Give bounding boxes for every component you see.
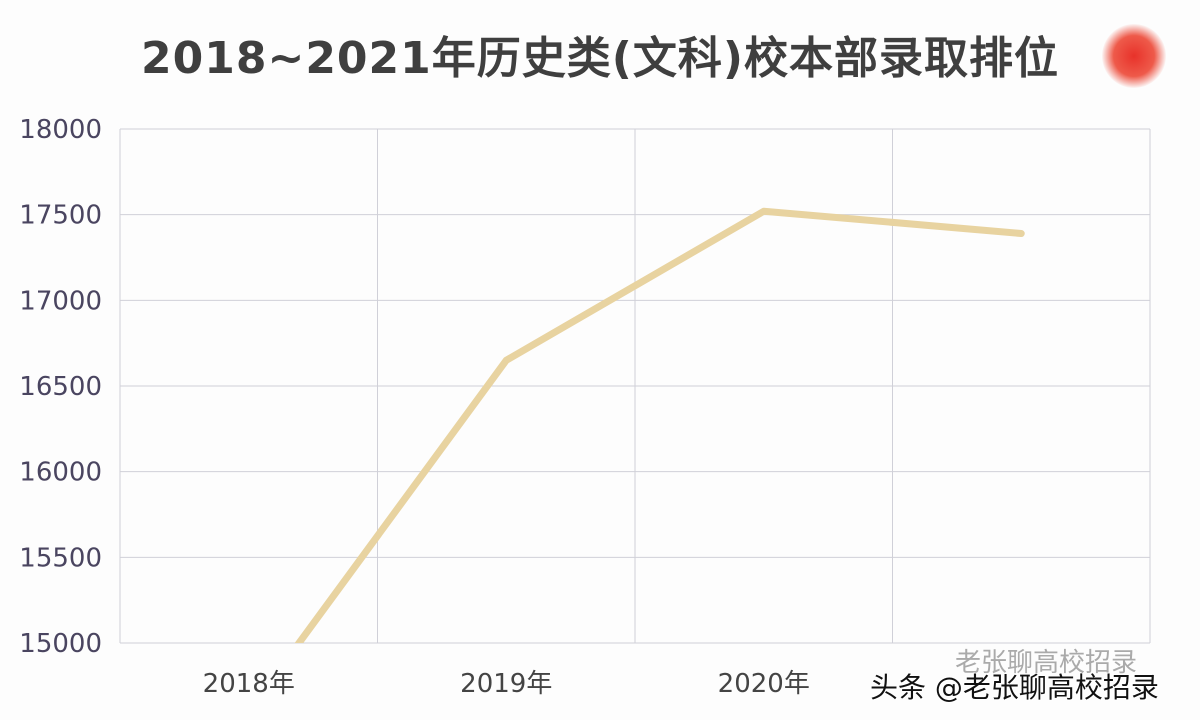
y-tick-label: 15500 [19,543,102,573]
y-tick-label: 17000 [19,286,102,316]
watermark: 头条 @老张聊高校招录 [870,671,1159,704]
y-tick-label: 16000 [19,458,102,488]
y-tick-label: 18000 [19,115,102,145]
red-dot-decoration [1102,24,1166,88]
series-line [294,207,1025,643]
watermark-faint: 老张聊高校招录 [955,648,1138,678]
y-tick-label: 15000 [19,629,102,659]
y-tick-label: 17500 [19,201,102,231]
x-tick-label: 2018年 [203,669,295,699]
y-tick-label: 16500 [19,372,102,402]
chart-title: 2018~2021年历史类(文科)校本部录取排位 [140,33,1059,84]
x-tick-label: 2020年 [718,669,810,699]
x-tick-label: 2019年 [460,669,552,699]
